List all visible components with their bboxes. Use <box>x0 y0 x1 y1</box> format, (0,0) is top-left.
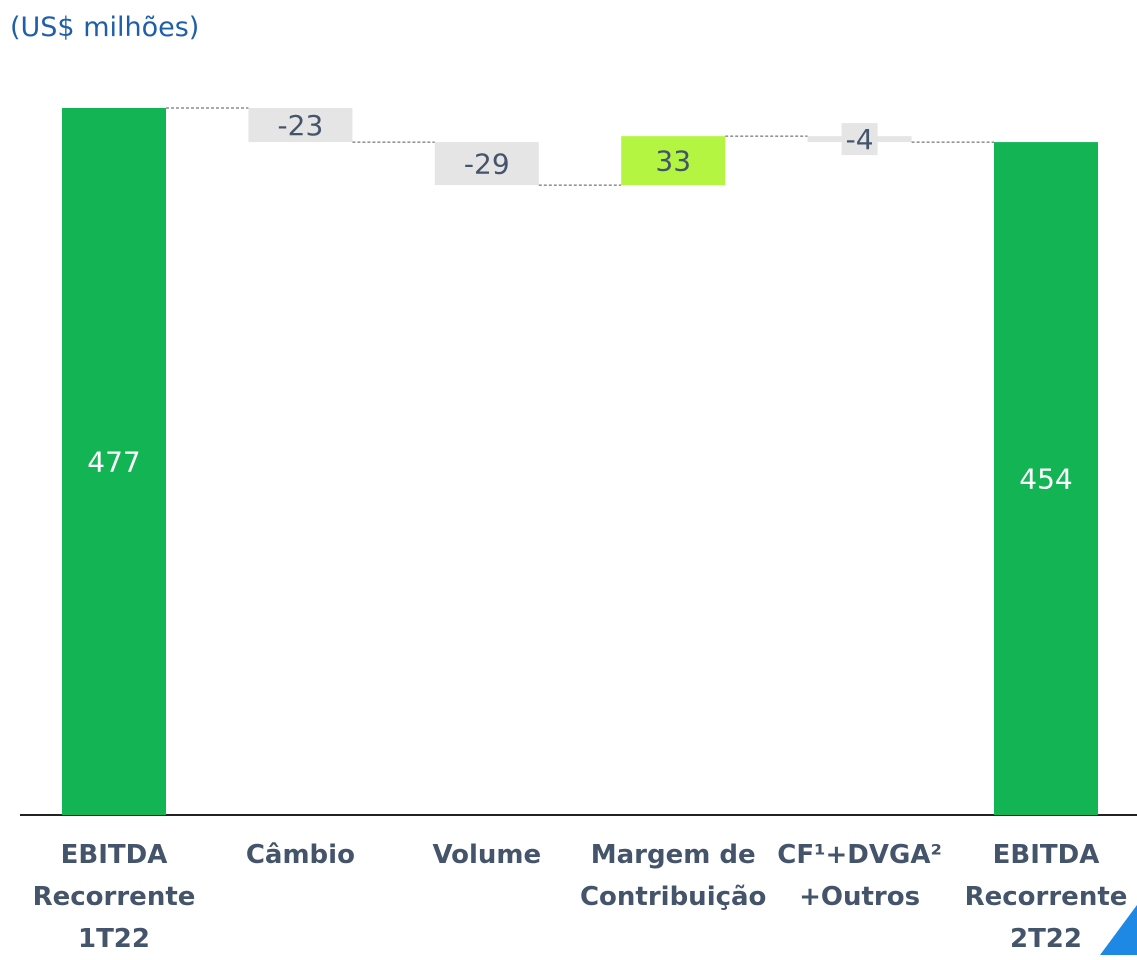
bar <box>994 142 1098 815</box>
x-tick-label: EBITDA Recorrente 1T22 <box>32 840 196 954</box>
data-label: -4 <box>846 123 874 156</box>
bar <box>62 108 166 815</box>
bar <box>434 142 539 186</box>
bar <box>621 136 726 186</box>
data-label: 477 <box>87 446 140 479</box>
x-tick-label: CF¹+DVGA² +Outros <box>777 840 942 912</box>
x-tick-label: EBITDA Recorrente 2T22 <box>964 840 1128 954</box>
decoration <box>1100 905 1137 955</box>
bar <box>248 108 353 143</box>
data-label: -29 <box>464 148 510 181</box>
data-label: 454 <box>1019 463 1072 496</box>
data-label: -23 <box>278 109 324 142</box>
data-label: 33 <box>655 145 691 178</box>
x-tick-label: Margem de Contribuição <box>579 840 767 912</box>
chart-title: (US$ milhões) <box>10 12 200 43</box>
x-tick-label: Volume <box>432 840 542 870</box>
label-bg <box>841 123 878 156</box>
x-tick-label: Câmbio <box>245 840 355 870</box>
